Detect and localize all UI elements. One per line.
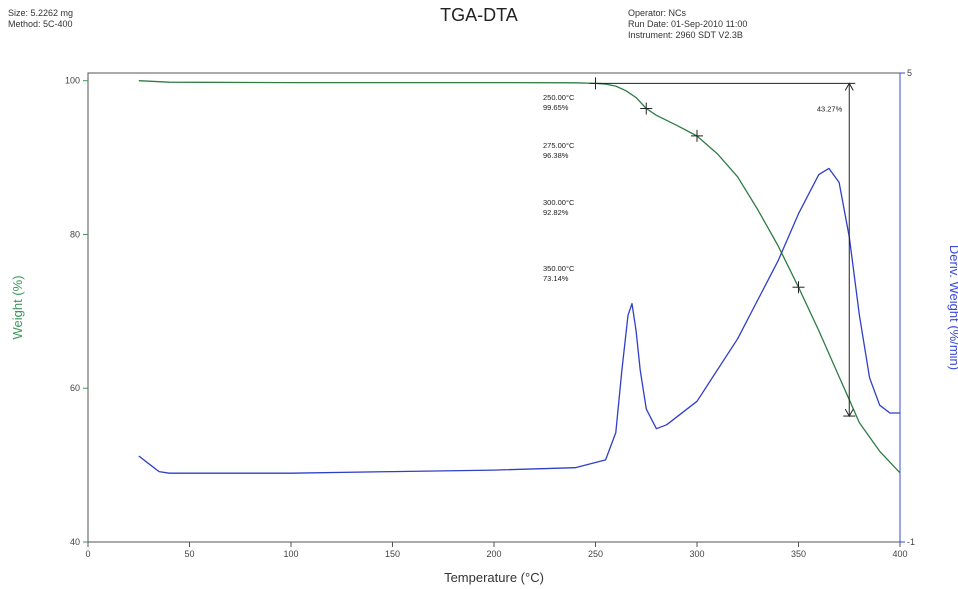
y-tick-label: 100 [65,76,80,86]
x-tick-label: 50 [184,549,194,559]
x-tick-label: 150 [385,549,400,559]
x-tick-label: 350 [791,549,806,559]
x-tick-label: 400 [892,549,907,559]
marker-pct-label: 92.82% [543,208,569,217]
x-tick-label: 0 [85,549,90,559]
marker-temp-label: 275.00°C [543,141,575,150]
x-tick-label: 200 [486,549,501,559]
plot-frame [88,73,900,542]
y-axis-title: Weight (%) [10,275,25,339]
step-change-label: 43.27% [817,104,843,113]
x-axis-title: Temperature (°C) [444,570,544,585]
marker-pct-label: 96.38% [543,151,569,160]
x-tick-label: 250 [588,549,603,559]
marker-temp-label: 250.00°C [543,93,575,102]
y2-axis-title: Deriv. Weight (%/min) [947,245,958,370]
deriv-weight-curve [139,168,900,473]
marker-pct-label: 99.65% [543,103,569,112]
x-tick-label: 100 [283,549,298,559]
x-tick-label: 300 [689,549,704,559]
marker-temp-label: 350.00°C [543,264,575,273]
y2-tick-label: 5 [907,68,912,78]
marker-pct-label: 73.14% [543,274,569,283]
marker-temp-label: 300.00°C [543,198,575,207]
y-tick-label: 60 [70,383,80,393]
y-tick-label: 80 [70,229,80,239]
y-tick-label: 40 [70,537,80,547]
y2-tick-label: -1 [907,537,915,547]
weight-curve [139,81,900,473]
